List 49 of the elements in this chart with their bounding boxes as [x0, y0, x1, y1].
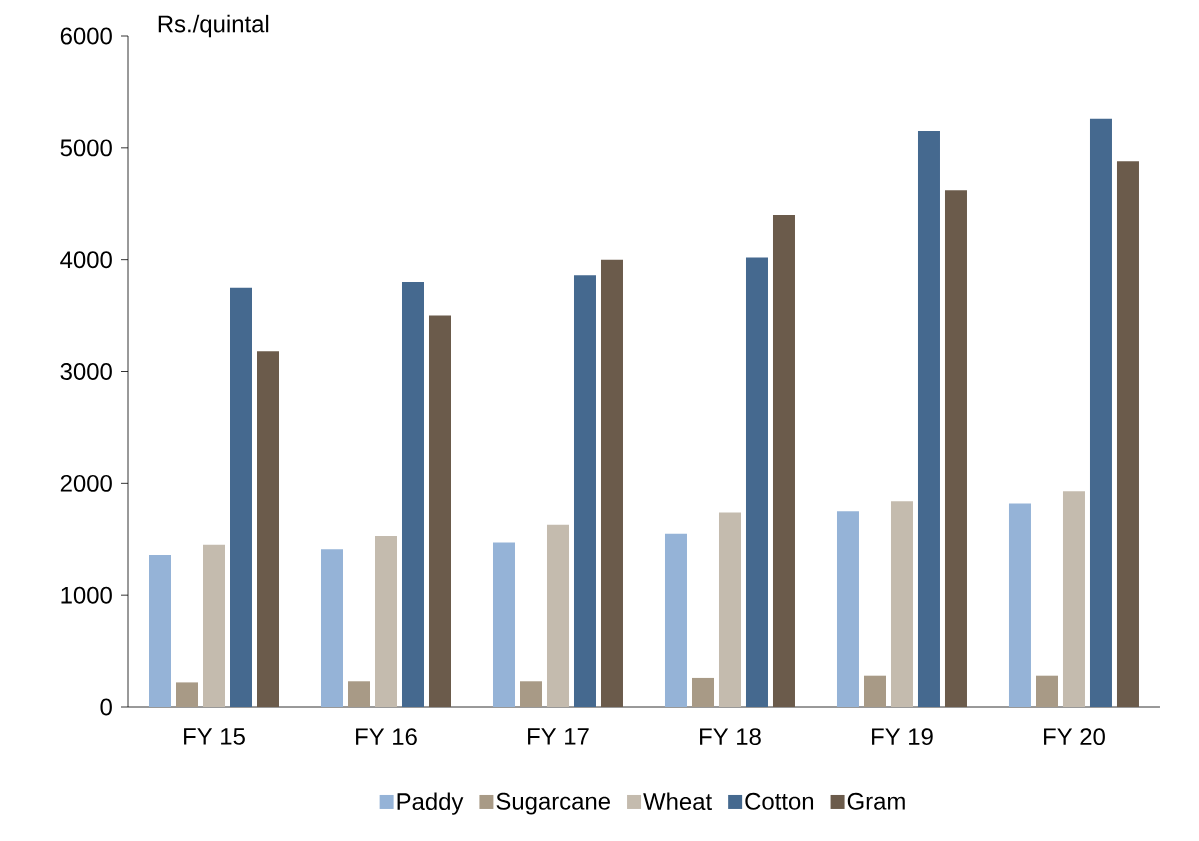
legend-label: Paddy: [397, 792, 464, 815]
legend-label: Sugarcane: [496, 792, 610, 815]
bar: [1008, 503, 1031, 707]
bar: [1089, 118, 1112, 707]
bar: [546, 524, 569, 707]
bar: [176, 682, 198, 707]
bar: [917, 131, 940, 707]
x-tick-label: FY 15: [184, 728, 245, 745]
bar: [203, 544, 225, 707]
x-tick-label: FY 16: [356, 728, 417, 746]
x-tick-label: FY 20: [1044, 728, 1105, 746]
bar: [1035, 675, 1058, 707]
y-tick-label: 3000: [60, 363, 112, 380]
bar: [347, 681, 370, 707]
legend-label: Cotton: [745, 792, 814, 810]
y-tick-label: 2000: [60, 474, 112, 492]
bar: [890, 501, 913, 707]
bar: [401, 282, 424, 707]
bar: [836, 511, 859, 707]
bar: [230, 287, 252, 707]
legend-label: Gram: [847, 792, 905, 810]
bar: [429, 315, 451, 707]
x-tick-label: FY 17: [528, 728, 589, 745]
bar: [519, 681, 542, 707]
bar: [718, 512, 741, 707]
y-tick-label: 6000: [60, 27, 112, 45]
y-tick-label: 0: [100, 698, 112, 716]
y-axis-title: Rs./quintal: [158, 14, 269, 38]
bar: [149, 554, 171, 707]
bar: [573, 275, 596, 707]
bar: [492, 542, 515, 707]
bar: [664, 533, 687, 707]
bar: [772, 214, 795, 707]
bar: [1062, 491, 1085, 707]
bar: [1116, 161, 1139, 707]
bar: [257, 351, 279, 707]
y-tick-label: 1000: [61, 586, 112, 604]
bar: [944, 190, 967, 707]
bar: [320, 549, 343, 707]
x-tick-label: FY 19: [872, 728, 933, 746]
bar: [691, 677, 714, 707]
bar: [745, 257, 768, 707]
bar: [374, 535, 397, 707]
bar: [863, 675, 886, 707]
x-tick-label: FY 18: [700, 728, 761, 746]
bar: [600, 259, 623, 707]
y-tick-label: 5000: [60, 139, 112, 157]
legend-label: Wheat: [643, 792, 712, 811]
y-tick-label: 4000: [60, 251, 112, 269]
